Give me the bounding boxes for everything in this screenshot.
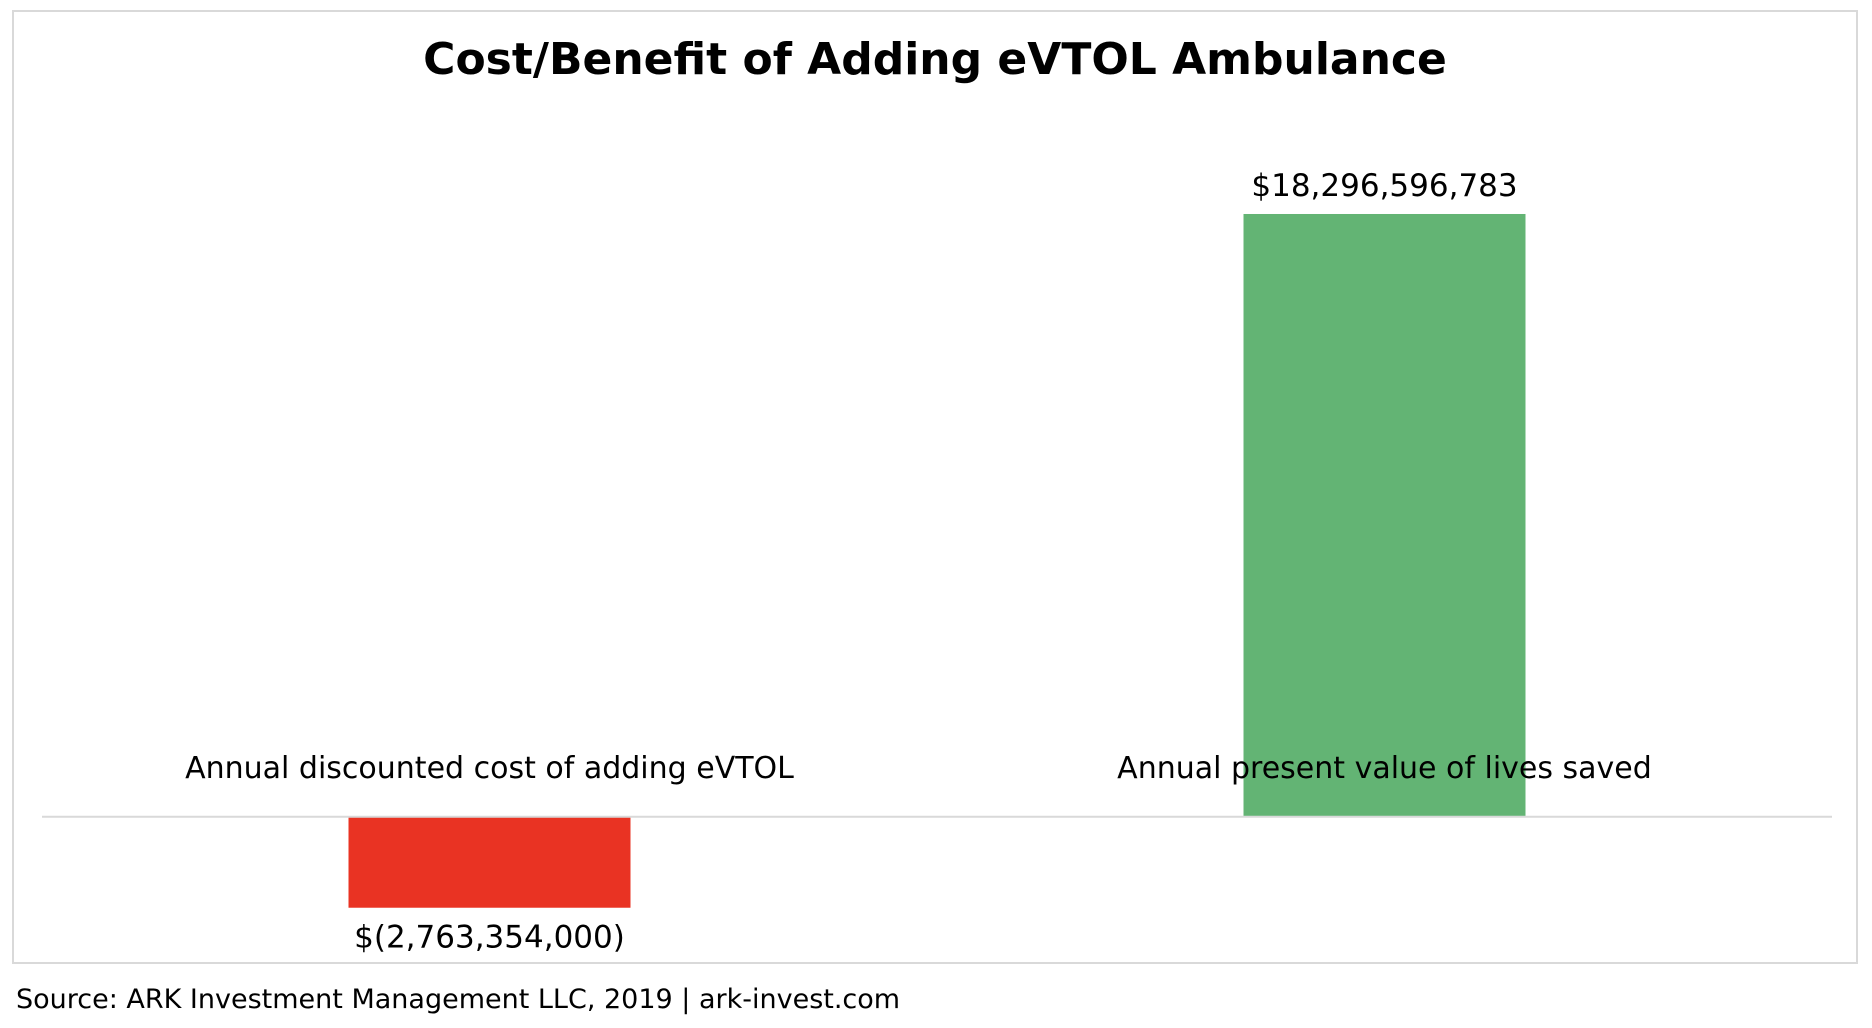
data-label-1: $(2,763,354,000) [354,920,625,956]
category-label-1: Annual discounted cost of adding eVTOL [185,751,794,786]
labels-layer: $(2,763,354,000) Annual discounted cost o… [185,168,1652,956]
category-label-2: Annual present value of lives saved [1117,751,1652,786]
chart-frame: Cost/Benefit of Adding eVTOL Ambulance $… [12,10,1858,964]
source-note: Source: ARK Investment Management LLC, 2… [16,984,901,1015]
bar-chart: Cost/Benefit of Adding eVTOL Ambulance $… [42,34,1832,956]
bars-layer [348,213,1526,908]
bar-1 [348,816,631,908]
data-label-2: $18,296,596,783 [1251,168,1517,204]
bar-2 [1243,213,1526,817]
chart-title: Cost/Benefit of Adding eVTOL Ambulance [423,34,1447,85]
